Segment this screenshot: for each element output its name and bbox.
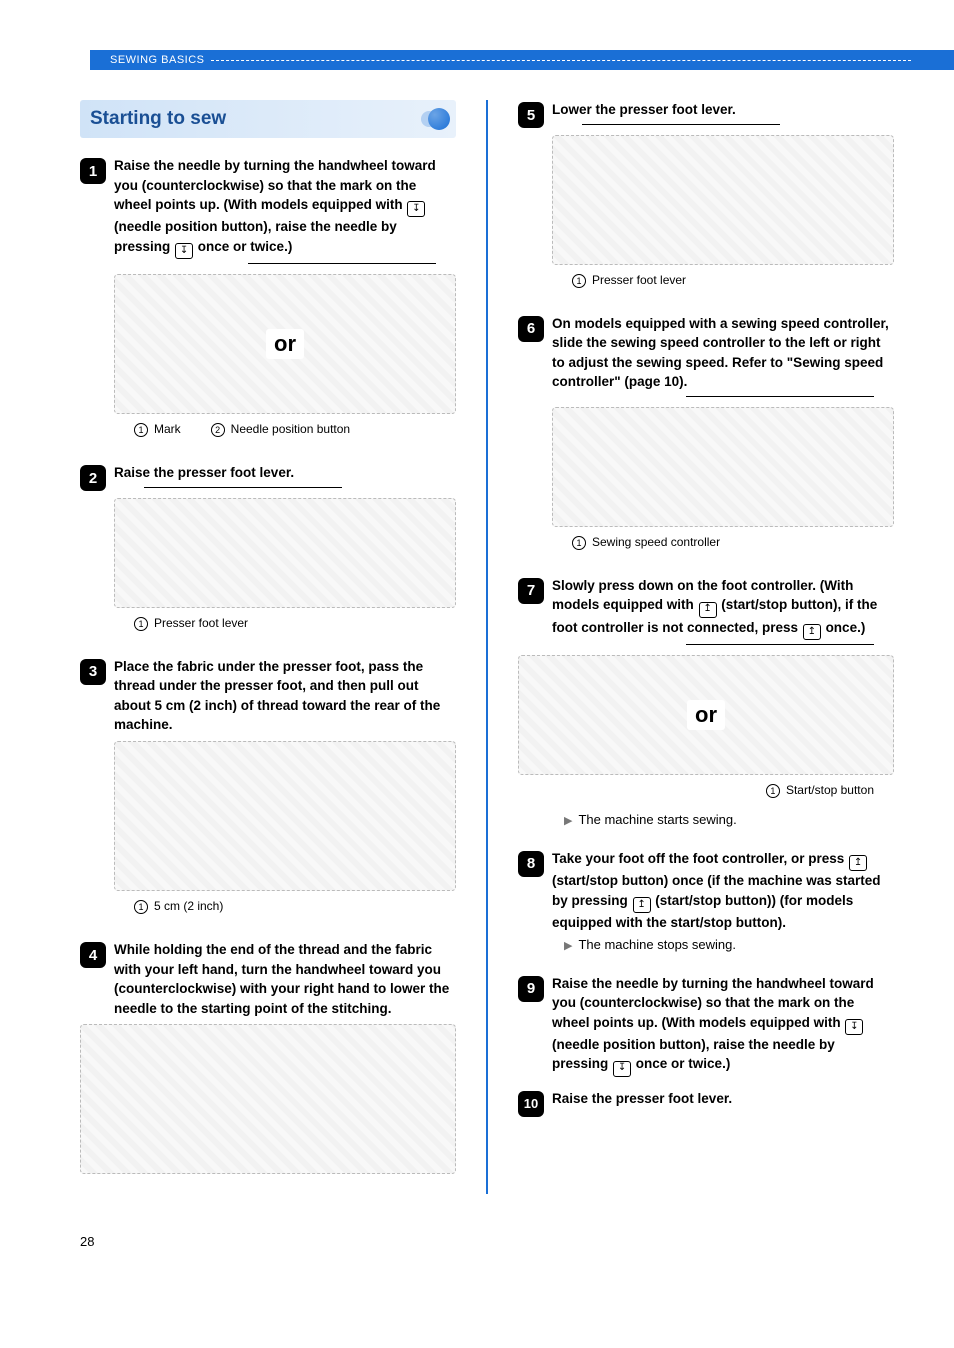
- legend-text: Mark: [154, 422, 181, 436]
- step-6: 6 On models equipped with a sewing speed…: [518, 314, 894, 564]
- legend-marker: 1: [134, 617, 148, 631]
- step-5-diagram: [552, 135, 894, 265]
- legend-marker: 1: [766, 784, 780, 798]
- legend-marker: 2: [211, 423, 225, 437]
- step-4: 4 While holding the end of the thread an…: [80, 940, 456, 1182]
- step-6-text: On models equipped with a sewing speed c…: [552, 314, 894, 392]
- step-number: 8: [518, 851, 544, 877]
- text-fragment: Take your foot off the foot controller, …: [552, 851, 848, 866]
- text-fragment: Raise the needle by turning the handwhee…: [552, 976, 874, 1030]
- step-7-legend: 1 Start/stop button: [572, 783, 874, 798]
- step-6-diagram: [552, 407, 894, 527]
- step-number: 5: [518, 102, 544, 128]
- step-1-text: Raise the needle by turning the handwhee…: [114, 156, 456, 259]
- divider: [582, 124, 780, 125]
- step-number: 2: [80, 465, 106, 491]
- step-7-note: ▶ The machine starts sewing.: [564, 812, 894, 827]
- header-bar: SEWING BASICS: [70, 50, 954, 70]
- step-3-diagram: [114, 741, 456, 891]
- step-2: 2 Raise the presser foot lever. 1 Presse…: [80, 463, 456, 645]
- step-6-legend: 1 Sewing speed controller: [572, 535, 894, 550]
- step-1-diagram: or: [114, 274, 456, 414]
- legend-marker: 1: [572, 536, 586, 550]
- step-4-diagram: [80, 1024, 456, 1174]
- step-number: 1: [80, 158, 106, 184]
- note-text: The machine stops sewing.: [578, 937, 736, 952]
- legend-text: Start/stop button: [786, 783, 874, 797]
- or-label: or: [687, 700, 725, 730]
- start-stop-icon: ↥: [633, 897, 651, 913]
- page-number: 28: [80, 1234, 894, 1249]
- step-9-text: Raise the needle by turning the handwhee…: [552, 974, 894, 1077]
- step-2-legend: 1 Presser foot lever: [134, 616, 456, 631]
- start-stop-icon: ↥: [849, 855, 867, 871]
- legend-item: 1 Sewing speed controller: [572, 535, 720, 550]
- note-text: The machine starts sewing.: [578, 812, 736, 827]
- step-7-text: Slowly press down on the foot controller…: [552, 576, 894, 640]
- divider: [144, 487, 342, 488]
- text-fragment: Raise the needle by turning the handwhee…: [114, 158, 436, 212]
- needle-position-icon: ↧: [407, 201, 425, 217]
- step-8-note: ▶ The machine stops sewing.: [564, 937, 894, 952]
- column-divider: [486, 100, 488, 1194]
- step-number: 9: [518, 976, 544, 1002]
- divider: [248, 263, 436, 264]
- or-label: or: [266, 329, 304, 359]
- legend-text: Sewing speed controller: [592, 535, 720, 549]
- step-8-text: Take your foot off the foot controller, …: [552, 849, 894, 933]
- needle-position-icon: ↧: [613, 1061, 631, 1077]
- step-5-legend: 1 Presser foot lever: [572, 273, 894, 288]
- legend-item: 1 Start/stop button: [766, 783, 874, 798]
- step-7-diagram: or: [518, 655, 894, 775]
- step-8: 8 Take your foot off the foot controller…: [518, 849, 894, 962]
- step-10: 10 Raise the presser foot lever.: [518, 1089, 894, 1117]
- note-arrow-icon: ▶: [564, 939, 572, 952]
- legend-marker: 1: [134, 423, 148, 437]
- legend-text: Presser foot lever: [592, 273, 686, 287]
- legend-marker: 1: [572, 274, 586, 288]
- divider: [686, 396, 874, 397]
- step-number: 3: [80, 659, 106, 685]
- step-3: 3 Place the fabric under the presser foo…: [80, 657, 456, 928]
- legend-item: 1 5 cm (2 inch): [134, 899, 223, 914]
- legend-item: 2 Needle position button: [211, 422, 350, 437]
- divider: [686, 644, 874, 645]
- step-number: 6: [518, 316, 544, 342]
- start-stop-icon: ↥: [803, 624, 821, 640]
- step-2-diagram: [114, 498, 456, 608]
- text-fragment: once or twice.): [636, 1056, 731, 1071]
- step-5: 5 Lower the presser foot lever. 1 Presse…: [518, 100, 894, 302]
- step-10-text: Raise the presser foot lever.: [552, 1089, 894, 1109]
- legend-marker: 1: [134, 900, 148, 914]
- step-1: 1 Raise the needle by turning the handwh…: [80, 156, 456, 451]
- legend-item: 1 Presser foot lever: [134, 616, 248, 631]
- section-title: Starting to sew: [90, 108, 446, 130]
- step-number: 7: [518, 578, 544, 604]
- step-2-text: Raise the presser foot lever.: [114, 463, 456, 483]
- right-column: 5 Lower the presser foot lever. 1 Presse…: [518, 100, 894, 1194]
- step-5-text: Lower the presser foot lever.: [552, 100, 894, 120]
- step-number: 10: [518, 1091, 544, 1117]
- step-1-legend: 1 Mark 2 Needle position button: [134, 422, 456, 437]
- legend-item: 1 Mark: [134, 422, 181, 437]
- needle-position-icon: ↧: [845, 1019, 863, 1035]
- step-9: 9 Raise the needle by turning the handwh…: [518, 974, 894, 1077]
- text-fragment: once.): [826, 620, 866, 635]
- step-number: 4: [80, 942, 106, 968]
- needle-position-icon: ↧: [175, 243, 193, 259]
- left-column: Starting to sew 1 Raise the needle by tu…: [80, 100, 456, 1194]
- start-stop-icon: ↥: [699, 602, 717, 618]
- legend-text: Needle position button: [231, 422, 350, 436]
- step-3-text: Place the fabric under the presser foot,…: [114, 657, 456, 735]
- legend-text: Presser foot lever: [154, 616, 248, 630]
- text-fragment: once or twice.): [198, 239, 293, 254]
- step-7: 7 Slowly press down on the foot controll…: [518, 576, 894, 837]
- header-section-label: SEWING BASICS: [70, 54, 205, 66]
- section-title-box: Starting to sew: [80, 100, 456, 138]
- step-4-text: While holding the end of the thread and …: [114, 940, 456, 1018]
- step-3-legend: 1 5 cm (2 inch): [134, 899, 456, 914]
- legend-item: 1 Presser foot lever: [572, 273, 686, 288]
- note-arrow-icon: ▶: [564, 814, 572, 827]
- legend-text: 5 cm (2 inch): [154, 899, 223, 913]
